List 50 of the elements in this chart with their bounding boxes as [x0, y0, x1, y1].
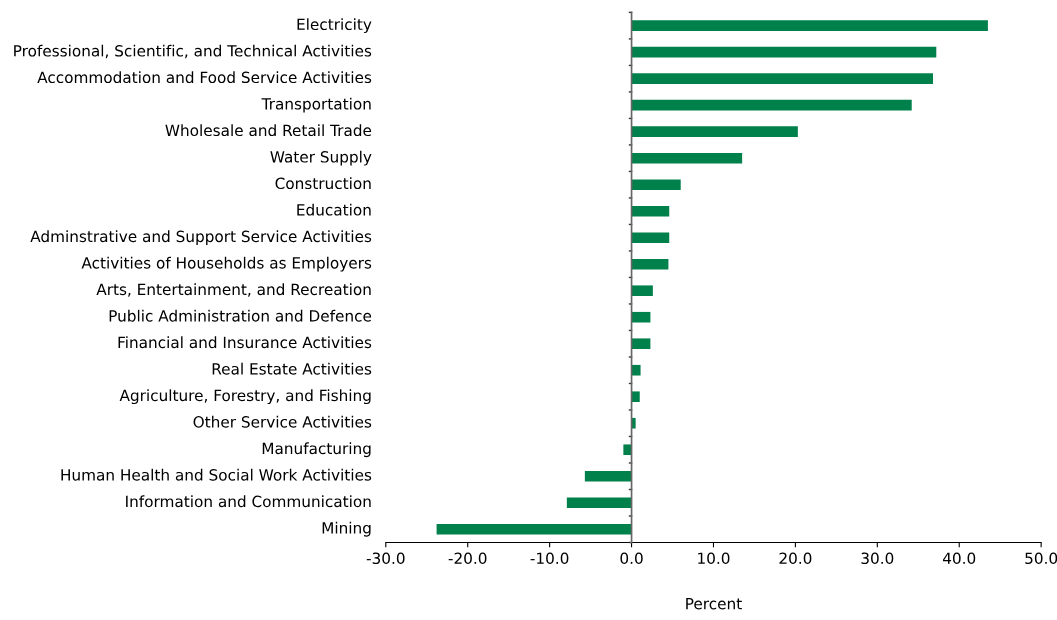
- y-tick-label: Financial and Insurance Activities: [118, 336, 372, 349]
- bar: [631, 311, 651, 323]
- y-tick-label: Wholesale and Retail Trade: [165, 124, 372, 137]
- x-tick-label: -30.0: [366, 552, 405, 565]
- bar: [631, 205, 670, 217]
- bar: [631, 152, 743, 164]
- y-tick-label: Other Service Activities: [193, 415, 372, 428]
- bar: [631, 232, 670, 243]
- y-tick-label: Manufacturing: [262, 442, 371, 458]
- x-axis-title: Percent: [686, 598, 742, 610]
- y-tick-label: Activities of Households as Employers: [81, 256, 372, 272]
- bar: [631, 364, 641, 376]
- bar: [566, 497, 632, 509]
- y-tick-label: Arts, Entertainment, and Recreation: [96, 283, 371, 297]
- x-tick-label: 10.0: [698, 552, 730, 565]
- x-tick-label: 0.0: [620, 552, 643, 565]
- bar: [631, 73, 934, 84]
- bar: [631, 46, 937, 58]
- y-tick-label: Information and Communication: [126, 495, 371, 508]
- y-tick-label: Public Administration and Defence: [109, 309, 372, 322]
- y-tick-label: Construction: [275, 177, 371, 190]
- bar: [623, 444, 632, 456]
- y-tick-label: Real Estate Activities: [212, 362, 372, 375]
- bar: [631, 258, 669, 270]
- x-tick-label: 30.0: [861, 552, 894, 565]
- y-tick-label: Transportation: [261, 97, 371, 113]
- x-tick-label: -10.0: [530, 552, 569, 565]
- bar: [631, 99, 912, 111]
- bar: [584, 470, 632, 482]
- y-tick-label: Water Supply: [270, 150, 372, 166]
- y-tick-label: Adminstrative and Support Service Activities: [30, 230, 372, 246]
- bar: [631, 338, 651, 350]
- bar: [631, 391, 640, 403]
- x-tick-label: 50.0: [1025, 552, 1057, 565]
- x-tick-label: -20.0: [448, 552, 487, 565]
- x-tick-label: 40.0: [942, 552, 976, 565]
- bar: [436, 523, 632, 535]
- y-tick-label: Mining: [322, 521, 371, 537]
- y-tick-label: Electricity: [297, 18, 372, 34]
- bar: [631, 285, 653, 296]
- y-tick-label: Human Health and Social Work Activities: [61, 468, 372, 481]
- y-tick-label: Agriculture, Forestry, and Fishing: [119, 389, 371, 405]
- y-tick-label: Accommodation and Food Service Activities: [37, 71, 372, 84]
- y-tick-label: Professional, Scientific, and Technical Activities: [14, 44, 372, 59]
- y-tick-label: Education: [297, 203, 371, 216]
- bar: [631, 126, 798, 137]
- bar: [631, 179, 681, 190]
- bar: [631, 20, 988, 31]
- x-tick-label: 20.0: [779, 552, 812, 565]
- bar: [631, 417, 636, 429]
